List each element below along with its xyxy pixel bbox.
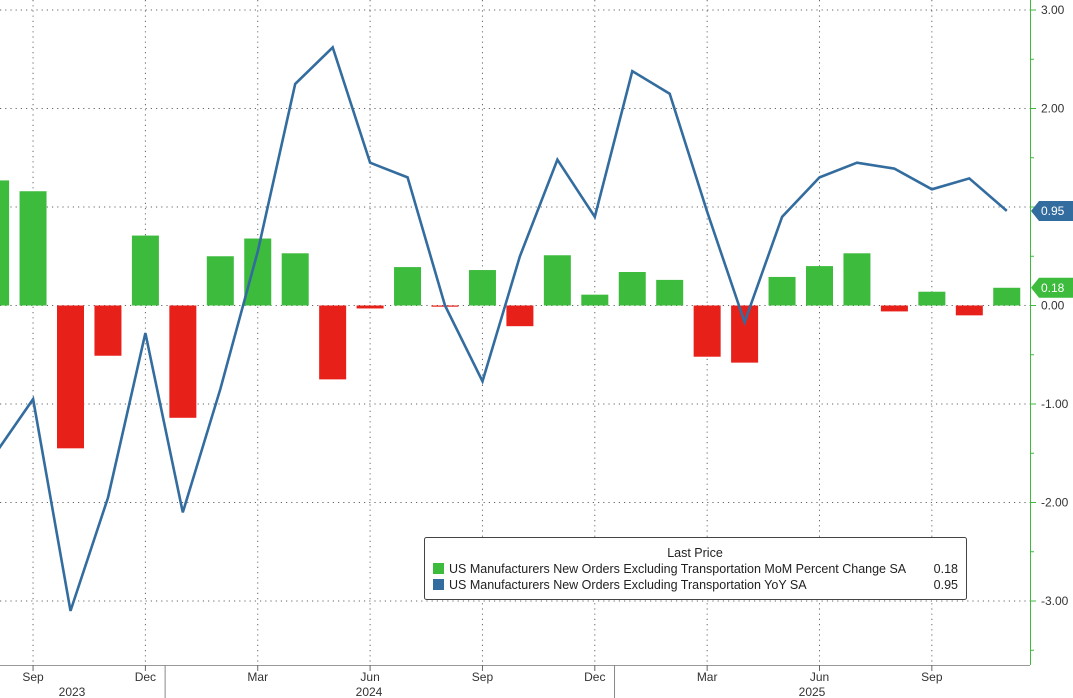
- bar: [880, 305, 908, 312]
- legend-title: Last Price: [667, 546, 723, 560]
- yoy-last-value-flag-shape: [1031, 200, 1073, 221]
- bar: [19, 191, 47, 306]
- legend-series-name: US Manufacturers New Orders Excluding Tr…: [449, 578, 807, 592]
- y-tick-label: 3.00: [1041, 3, 1065, 17]
- bar: [731, 305, 759, 363]
- x-tick-label: Sep: [472, 670, 494, 684]
- bar: [506, 305, 534, 327]
- bar: [806, 266, 833, 306]
- mom-last-value-flag-shape: [1031, 277, 1073, 298]
- bar: [543, 255, 571, 306]
- y-tick-label: 0.00: [1041, 299, 1065, 313]
- bar: [693, 305, 721, 357]
- x-tick-label: Dec: [135, 670, 156, 684]
- x-tick-label: Sep: [22, 670, 44, 684]
- legend-series-value: 0.18: [934, 562, 958, 576]
- line-layer: [0, 45, 1008, 612]
- bar: [57, 305, 84, 449]
- bar: [94, 305, 122, 356]
- x-tick-label: Mar: [697, 670, 718, 684]
- legend-series-value: 0.95: [934, 578, 958, 592]
- legend-box: [424, 537, 967, 600]
- legend-series-name: US Manufacturers New Orders Excluding Tr…: [449, 562, 907, 576]
- x-year-label: 2023: [59, 685, 86, 698]
- x-tick-label: Dec: [584, 670, 605, 684]
- y-tick-label: -2.00: [1041, 496, 1069, 510]
- bar: [319, 305, 347, 380]
- x-tick-label: Mar: [247, 670, 268, 684]
- bars-layer: [0, 180, 1021, 449]
- legend-swatch: [433, 563, 444, 574]
- bar: [768, 276, 796, 306]
- y-tick-label: -3.00: [1041, 594, 1069, 608]
- bar: [131, 235, 159, 306]
- bar: [656, 279, 684, 306]
- bar: [581, 294, 609, 306]
- bar: [281, 253, 309, 306]
- bar: [993, 287, 1021, 306]
- x-tick-label: Jun: [360, 670, 379, 684]
- yoy-line: [0, 45, 1008, 612]
- y-tick-label: 2.00: [1041, 102, 1065, 116]
- bar: [394, 267, 422, 306]
- x-tick-label: Jun: [810, 670, 829, 684]
- bar: [468, 270, 496, 306]
- bar: [169, 305, 197, 418]
- bar: [356, 305, 384, 309]
- x-year-label: 2024: [356, 685, 383, 698]
- x-year-label: 2025: [799, 685, 826, 698]
- y-tick-label: -1.00: [1041, 397, 1069, 411]
- legend: Last Price US Manufacturers New Orders Ex…: [424, 537, 967, 600]
- yoy-last-value-flag-label: 0.95: [1041, 204, 1065, 218]
- bar: [955, 305, 983, 316]
- x-tick-label: Sep: [921, 670, 943, 684]
- legend-swatch: [433, 579, 444, 590]
- bar: [618, 272, 646, 306]
- bar: [0, 180, 10, 306]
- bar: [206, 256, 234, 306]
- bar: [918, 291, 946, 306]
- mom-last-value-flag-label: 0.18: [1041, 281, 1065, 295]
- bar: [843, 253, 871, 306]
